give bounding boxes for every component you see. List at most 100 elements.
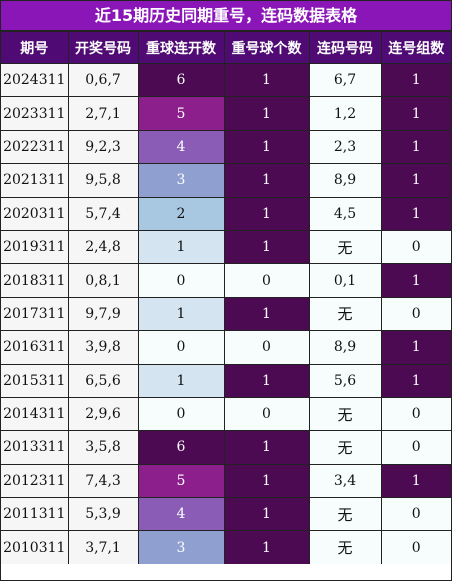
cell-repeat: 1 <box>223 196 310 231</box>
cell-period: 2013311 <box>1 430 69 465</box>
cell-repeat: 1 <box>223 163 310 198</box>
cell-period: 2021311 <box>1 163 69 198</box>
cell-consec: 8,9 <box>308 163 382 198</box>
cell-consec: 6,7 <box>308 62 382 98</box>
cell-consec: 2,3 <box>308 129 382 165</box>
cell-streak: 0 <box>137 396 225 432</box>
cell-groups: 1 <box>380 330 451 365</box>
table-row: 2013311 3,5,8 6 1 无 0 <box>1 430 451 465</box>
table-row: 2018311 0,8,1 0 0 0,1 1 <box>1 263 451 298</box>
cell-period: 2024311 <box>1 62 69 98</box>
cell-groups: 1 <box>380 363 451 398</box>
cell-groups: 0 <box>380 296 451 332</box>
cell-numbers: 0,8,1 <box>67 263 139 298</box>
cell-streak: 0 <box>137 330 225 365</box>
cell-consec: 1,2 <box>308 96 382 131</box>
cell-groups: 0 <box>380 396 451 432</box>
cell-numbers: 3,7,1 <box>67 530 139 565</box>
cell-streak: 1 <box>137 229 225 265</box>
cell-streak: 0 <box>137 263 225 298</box>
table-row: 2010311 3,7,1 3 1 无 0 <box>1 530 451 565</box>
cell-period: 2019311 <box>1 229 69 265</box>
cell-consec: 无 <box>308 396 382 432</box>
cell-period: 2016311 <box>1 330 69 365</box>
cell-streak: 3 <box>137 163 225 198</box>
cell-numbers: 2,9,6 <box>67 396 139 432</box>
cell-repeat: 1 <box>223 463 310 499</box>
cell-groups: 1 <box>380 62 451 98</box>
cell-repeat: 1 <box>223 430 310 465</box>
cell-groups: 1 <box>380 129 451 165</box>
cell-repeat: 1 <box>223 229 310 265</box>
history-table: 期号 开奖号码 重球连开数 重号球个数 连码号码 连号组数 2024311 0,6… <box>1 31 451 565</box>
cell-streak: 5 <box>137 463 225 499</box>
cell-repeat: 1 <box>223 296 310 332</box>
cell-numbers: 3,5,8 <box>67 430 139 465</box>
cell-numbers: 2,7,1 <box>67 96 139 131</box>
cell-groups: 1 <box>380 96 451 131</box>
cell-streak: 4 <box>137 497 225 532</box>
cell-numbers: 5,3,9 <box>67 497 139 532</box>
cell-repeat: 0 <box>223 396 310 432</box>
cell-period: 2020311 <box>1 196 69 231</box>
cell-consec: 0,1 <box>308 263 382 298</box>
cell-groups: 1 <box>380 263 451 298</box>
table-row: 2012311 7,4,3 5 1 3,4 1 <box>1 463 451 499</box>
header-repeat: 重号球个数 <box>223 31 310 64</box>
cell-period: 2010311 <box>1 530 69 565</box>
cell-streak: 3 <box>137 530 225 565</box>
cell-period: 2017311 <box>1 296 69 332</box>
cell-period: 2023311 <box>1 96 69 131</box>
header-consec: 连码号码 <box>308 31 382 64</box>
table-row: 2022311 9,2,3 4 1 2,3 1 <box>1 129 451 165</box>
cell-period: 2018311 <box>1 263 69 298</box>
cell-streak: 4 <box>137 129 225 165</box>
cell-period: 2014311 <box>1 396 69 432</box>
cell-repeat: 1 <box>223 129 310 165</box>
table-row: 2023311 2,7,1 5 1 1,2 1 <box>1 96 451 131</box>
cell-streak: 6 <box>137 62 225 98</box>
cell-consec: 无 <box>308 497 382 532</box>
cell-numbers: 7,4,3 <box>67 463 139 499</box>
header-row: 期号 开奖号码 重球连开数 重号球个数 连码号码 连号组数 <box>1 31 451 64</box>
cell-numbers: 2,4,8 <box>67 229 139 265</box>
cell-streak: 5 <box>137 96 225 131</box>
table-row: 2011311 5,3,9 4 1 无 0 <box>1 497 451 532</box>
cell-repeat: 1 <box>223 62 310 98</box>
cell-consec: 8,9 <box>308 330 382 365</box>
header-groups: 连号组数 <box>380 31 451 64</box>
cell-numbers: 9,2,3 <box>67 129 139 165</box>
table-row: 2020311 5,7,4 2 1 4,5 1 <box>1 196 451 231</box>
header-streak: 重球连开数 <box>137 31 225 64</box>
cell-numbers: 5,7,4 <box>67 196 139 231</box>
cell-period: 2012311 <box>1 463 69 499</box>
cell-repeat: 1 <box>223 497 310 532</box>
cell-consec: 3,4 <box>308 463 382 499</box>
cell-numbers: 3,9,8 <box>67 330 139 365</box>
cell-consec: 无 <box>308 430 382 465</box>
cell-groups: 1 <box>380 163 451 198</box>
cell-groups: 0 <box>380 497 451 532</box>
cell-consec: 无 <box>308 296 382 332</box>
cell-repeat: 1 <box>223 530 310 565</box>
cell-groups: 1 <box>380 196 451 231</box>
header-numbers: 开奖号码 <box>67 31 139 64</box>
cell-groups: 0 <box>380 430 451 465</box>
cell-numbers: 6,5,6 <box>67 363 139 398</box>
table-row: 2024311 0,6,7 6 1 6,7 1 <box>1 62 451 98</box>
cell-period: 2015311 <box>1 363 69 398</box>
cell-period: 2022311 <box>1 129 69 165</box>
cell-numbers: 0,6,7 <box>67 62 139 98</box>
cell-repeat: 1 <box>223 96 310 131</box>
cell-period: 2011311 <box>1 497 69 532</box>
table-row: 2021311 9,5,8 3 1 8,9 1 <box>1 163 451 198</box>
cell-streak: 1 <box>137 363 225 398</box>
cell-numbers: 9,7,9 <box>67 296 139 332</box>
cell-repeat: 0 <box>223 263 310 298</box>
table-row: 2015311 6,5,6 1 1 5,6 1 <box>1 363 451 398</box>
cell-repeat: 1 <box>223 363 310 398</box>
table-row: 2017311 9,7,9 1 1 无 0 <box>1 296 451 332</box>
cell-groups: 0 <box>380 229 451 265</box>
table-row: 2016311 3,9,8 0 0 8,9 1 <box>1 330 451 365</box>
cell-consec: 无 <box>308 530 382 565</box>
